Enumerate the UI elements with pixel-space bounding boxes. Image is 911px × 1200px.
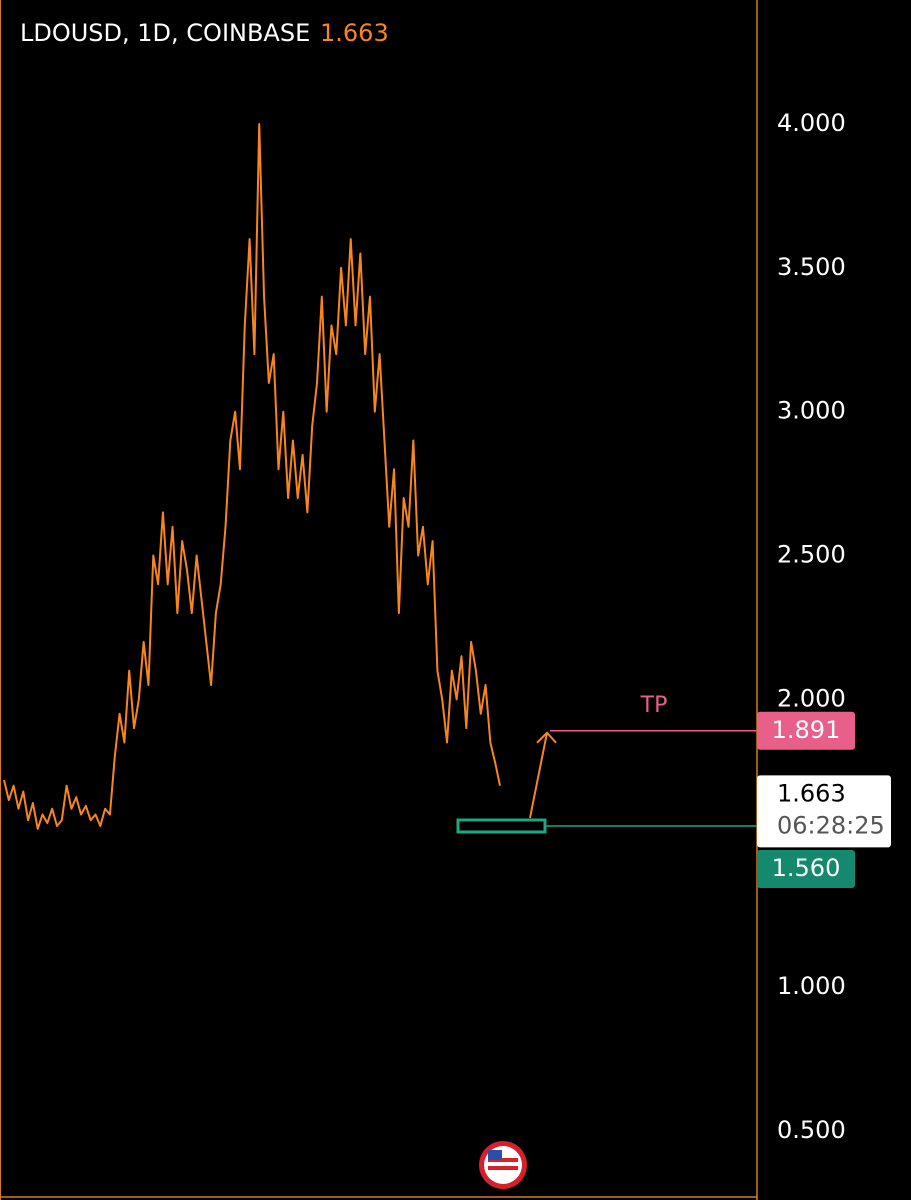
last-price-box xyxy=(757,775,891,848)
countdown: 06:28:25 xyxy=(777,811,885,839)
last-price: 1.663 xyxy=(777,779,846,807)
tp-badge xyxy=(757,711,855,750)
entry-badge xyxy=(757,849,855,888)
entry-price: 1.560 xyxy=(772,854,841,882)
y-tick-label: 0.500 xyxy=(777,1116,846,1144)
y-tick-label: 3.000 xyxy=(777,397,846,425)
flag-icon xyxy=(479,1141,527,1189)
tp-label: TP xyxy=(640,693,668,718)
y-tick-label: 3.500 xyxy=(777,253,846,281)
y-tick-label: 2.500 xyxy=(777,541,846,569)
tp-price: 1.891 xyxy=(772,716,841,744)
y-tick-label: 2.000 xyxy=(777,684,846,712)
header-price: 1.663 xyxy=(320,19,389,47)
y-tick-label: 4.000 xyxy=(777,109,846,137)
chart-title: LDOUSD, 1D, COINBASE xyxy=(20,19,310,47)
entry-box xyxy=(456,818,547,834)
y-tick-label: 1.000 xyxy=(777,972,846,1000)
target-arrow xyxy=(529,731,557,819)
price-line xyxy=(3,122,501,830)
